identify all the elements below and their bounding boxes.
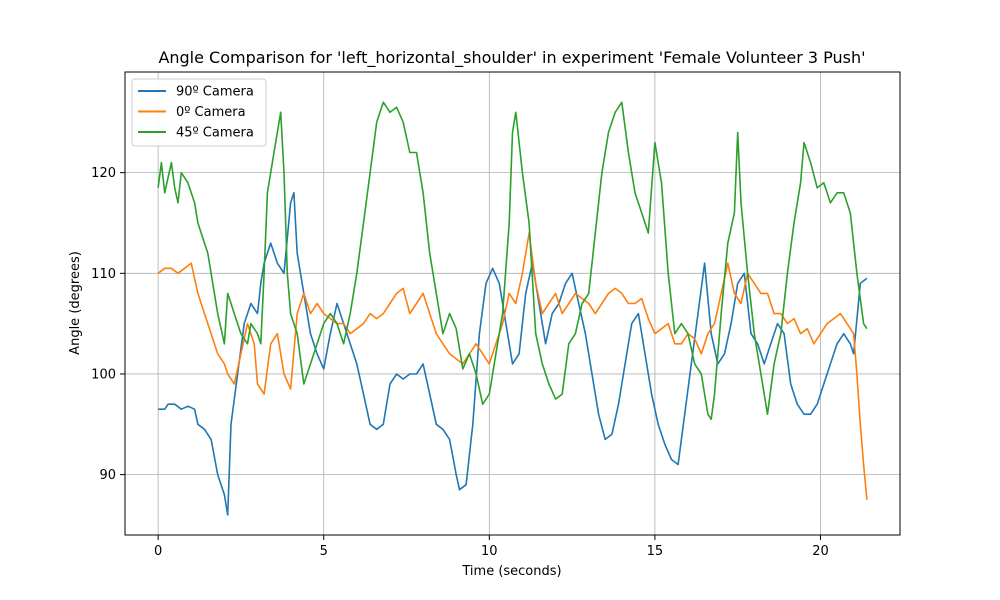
- axis-ticks: 0 5 10 15 20 90 100 110 120: [91, 166, 829, 559]
- legend: 90º Camera 0º Camera 45º Camera: [131, 78, 267, 147]
- plot-frame: [124, 71, 901, 536]
- legend-label: 0º Camera: [176, 105, 246, 120]
- x-tick-label: 5: [320, 544, 328, 559]
- x-tick-label: 20: [812, 544, 829, 559]
- legend-box: [131, 78, 267, 147]
- chart-title: Angle Comparison for 'left_horizontal_sh…: [158, 48, 865, 68]
- series-line-1: [157, 232, 868, 500]
- legend-label: 90º Camera: [176, 85, 254, 100]
- y-axis-label: Angle (degrees): [68, 251, 83, 355]
- series-layer: [157, 101, 868, 516]
- legend-label: 45º Camera: [176, 126, 254, 141]
- series-line-2: [157, 101, 868, 421]
- grid-lines: [125, 72, 900, 535]
- y-tick-label: 110: [91, 267, 116, 282]
- y-tick-label: 120: [91, 166, 116, 181]
- x-axis-label: Time (seconds): [461, 564, 561, 579]
- x-tick-label: 10: [481, 544, 498, 559]
- x-tick-label: 15: [647, 544, 664, 559]
- y-tick-label: 90: [99, 468, 116, 483]
- x-tick-label: 0: [154, 544, 162, 559]
- series-line-0: [158, 192, 868, 516]
- y-tick-label: 100: [91, 367, 116, 382]
